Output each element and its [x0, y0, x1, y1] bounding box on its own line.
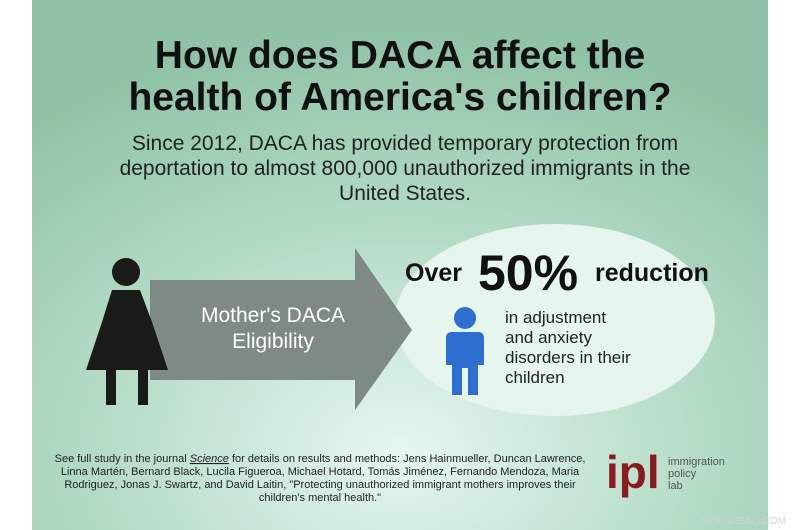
logo-name: lab [668, 480, 683, 492]
subtitle-line: United States. [339, 182, 471, 205]
result-detail: disorders in their [505, 348, 631, 367]
citation-text: See full study in the journal [55, 453, 190, 465]
citation-text: for details on results and methods: Jens… [229, 453, 585, 465]
citation-line: Rodriguez, Jonas J. Swartz, and David La… [64, 479, 576, 491]
result-detail: children [505, 368, 565, 387]
arrow-label: Mother's DACA [201, 304, 345, 327]
result-suffix: reduction [595, 259, 709, 287]
title-line: health of America's children? [128, 76, 671, 119]
result-detail: in adjustment [505, 308, 606, 327]
arrow-label: Eligibility [232, 330, 314, 353]
citation-line: children's mental health." [259, 492, 381, 504]
logo-name: policy [668, 468, 697, 480]
result-prefix: Over [405, 259, 462, 287]
journal-name: Science [190, 453, 229, 465]
child-icon [446, 307, 484, 395]
logo-mark: ipl [606, 446, 660, 498]
citation-line: See full study in the journal Science fo… [55, 453, 586, 465]
title-line: How does DACA affect the [155, 34, 645, 77]
result-detail: and anxiety [505, 328, 592, 347]
result-figure: 50% [478, 245, 578, 301]
citation-line: Linna Martén, Bernard Black, Lucila Figu… [61, 466, 580, 478]
subtitle-line: deportation to almost 800,000 unauthoriz… [120, 157, 691, 180]
woman-icon [86, 258, 168, 405]
watermark: SCIENCEAQ.COM [701, 516, 786, 527]
subtitle-line: Since 2012, DACA has provided temporary … [132, 132, 678, 155]
arrow [150, 248, 412, 410]
logo-name: immigration [668, 456, 725, 468]
